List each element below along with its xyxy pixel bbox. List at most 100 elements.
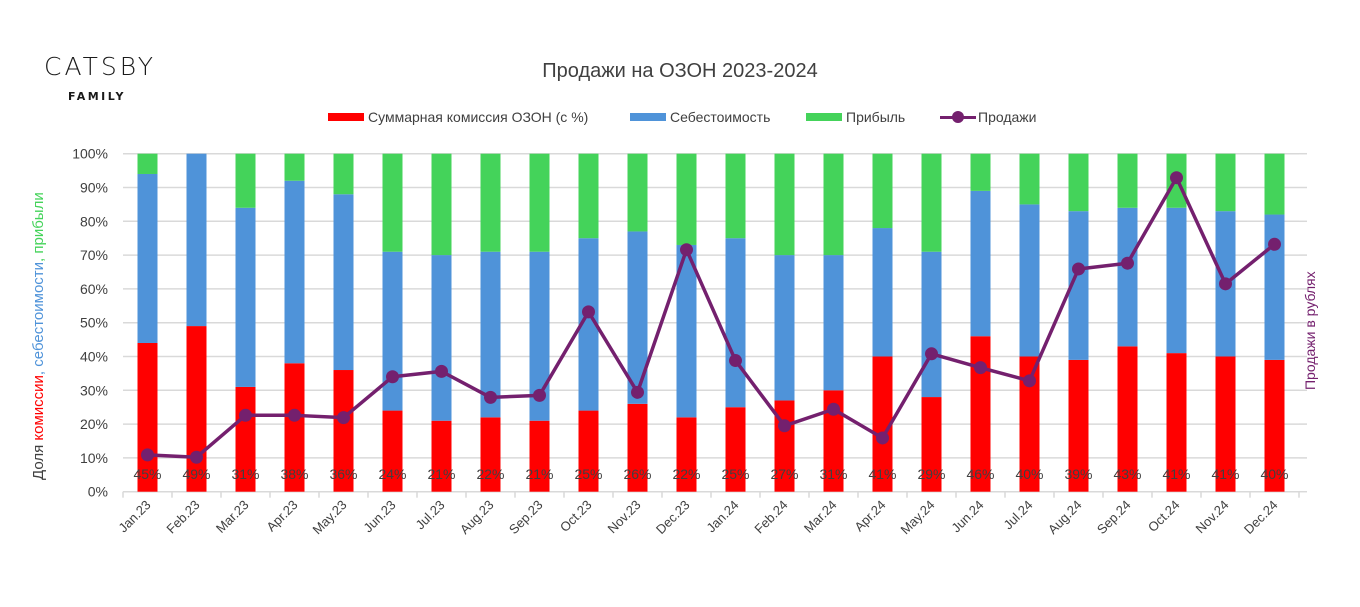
bar-segment-commission xyxy=(1117,346,1138,492)
data-label: 25% xyxy=(574,466,602,482)
sales-marker xyxy=(680,243,693,257)
bar-segment-cost xyxy=(676,244,697,418)
sales-marker xyxy=(582,305,595,319)
sales-marker xyxy=(239,408,252,422)
sales-marker xyxy=(974,361,987,375)
bar-segment-profit xyxy=(872,153,893,229)
x-tick-label: Jul.24 xyxy=(1000,497,1035,532)
x-tick-label: Oct.23 xyxy=(557,497,595,535)
data-label: 49% xyxy=(182,466,210,482)
bar-segment-profit xyxy=(676,153,697,245)
logo-main-text: CATSBY xyxy=(43,52,157,81)
x-tick-label: Dec.23 xyxy=(653,497,693,537)
bar-segment-profit xyxy=(725,153,746,239)
x-tick-label: Sep.24 xyxy=(1094,497,1134,537)
bar-segment-profit xyxy=(529,153,550,252)
data-label: 39% xyxy=(1064,466,1092,482)
bar-segment-cost xyxy=(382,251,403,411)
data-label: 41% xyxy=(1162,466,1190,482)
bar-segment-cost xyxy=(1117,207,1138,347)
x-tick-label: May.23 xyxy=(310,497,350,537)
sales-marker xyxy=(1023,374,1036,388)
bar-segment-cost xyxy=(284,180,305,364)
bar-segment-commission xyxy=(1068,359,1089,492)
bar-segment-commission xyxy=(186,326,207,492)
data-label: 43% xyxy=(1113,466,1141,482)
bar-segment-commission xyxy=(529,420,550,492)
data-label: 41% xyxy=(1211,466,1239,482)
sales-line xyxy=(147,175,1276,459)
bar-segment-cost xyxy=(1019,204,1040,357)
data-label: 36% xyxy=(329,466,357,482)
bar-segment-profit xyxy=(333,153,354,195)
y-tick-label: 0% xyxy=(88,484,108,500)
y-tick-label: 20% xyxy=(80,416,108,432)
bar-segment-profit xyxy=(774,153,795,256)
bar-segment-profit xyxy=(382,153,403,252)
sales-marker xyxy=(288,408,301,422)
sales-marker xyxy=(533,388,546,402)
bar-segment-profit xyxy=(284,153,305,181)
data-label: 45% xyxy=(133,466,161,482)
bar-segment-cost xyxy=(823,255,844,391)
x-tick-label: Oct.24 xyxy=(1145,497,1183,535)
bar-segment-commission xyxy=(480,417,501,492)
legend-label-commission: Суммарная комиссия ОЗОН (с %) xyxy=(368,109,589,125)
bar-segment-commission xyxy=(872,356,893,492)
bar-segment-cost xyxy=(480,251,501,418)
sales-marker xyxy=(729,354,742,368)
x-tick-label: Aug.23 xyxy=(457,497,497,537)
sales-marker xyxy=(141,448,154,462)
bar-segment-commission xyxy=(1019,356,1040,492)
sales-marker xyxy=(827,402,840,416)
bar-segment-cost xyxy=(186,153,207,327)
bar-segment-commission xyxy=(578,410,599,492)
y-tick-label: 100% xyxy=(72,146,108,162)
data-label: 27% xyxy=(770,466,798,482)
bar-segment-cost xyxy=(1068,211,1089,360)
bar-segment-profit xyxy=(235,153,256,208)
logo-sub-text: FAMILY xyxy=(67,90,127,103)
bar-segment-cost xyxy=(921,251,942,398)
logo: CATSBY FAMILY xyxy=(30,52,170,103)
x-tick-label: Nov.23 xyxy=(605,497,644,536)
bar-segment-profit xyxy=(921,153,942,252)
data-label: 21% xyxy=(427,466,455,482)
legend-label-profit: Прибыль xyxy=(846,109,906,125)
legend-swatch-cost xyxy=(630,113,666,121)
data-label: 40% xyxy=(1260,466,1288,482)
bar-segment-cost xyxy=(774,255,795,401)
legend-swatch-profit xyxy=(806,113,842,121)
sales-marker xyxy=(435,364,448,378)
bar-segment-profit xyxy=(137,153,158,174)
bar-segment-commission xyxy=(1166,353,1187,492)
bar-segment-profit xyxy=(431,153,452,256)
sales-marker xyxy=(925,347,938,361)
sales-marker xyxy=(190,450,203,464)
sales-marker xyxy=(337,411,350,425)
bar-segment-commission xyxy=(382,410,403,492)
bar-segment-cost xyxy=(627,231,648,404)
bar-segment-profit xyxy=(627,153,648,232)
sales-marker xyxy=(386,370,399,384)
legend-item-commission: Суммарная комиссия ОЗОН (с %) xyxy=(328,106,588,128)
x-tick-label: Feb.23 xyxy=(163,497,202,536)
bar-segment-profit xyxy=(970,153,991,191)
sales-marker xyxy=(1170,171,1183,185)
x-tick-label: Nov.24 xyxy=(1193,497,1232,536)
y-tick-label: 70% xyxy=(80,247,108,263)
legend-label-sales: Продажи xyxy=(978,109,1037,125)
bar-segment-commission xyxy=(1264,359,1285,492)
bar-segment-commission xyxy=(725,407,746,492)
x-tick-label: Sep.23 xyxy=(506,497,546,537)
x-tick-label: Dec.24 xyxy=(1241,497,1281,537)
bar-segment-profit xyxy=(480,153,501,252)
x-tick-label: Jan.23 xyxy=(115,497,153,535)
x-tick-label: Jun.23 xyxy=(360,497,398,535)
bar-segment-commission xyxy=(676,417,697,492)
sales-marker xyxy=(1121,256,1134,270)
x-tick-label: May.24 xyxy=(898,497,938,537)
y-tick-label: 80% xyxy=(80,213,108,229)
x-tick-label: Jan.24 xyxy=(703,497,741,535)
x-tick-label: Feb.24 xyxy=(751,497,790,536)
